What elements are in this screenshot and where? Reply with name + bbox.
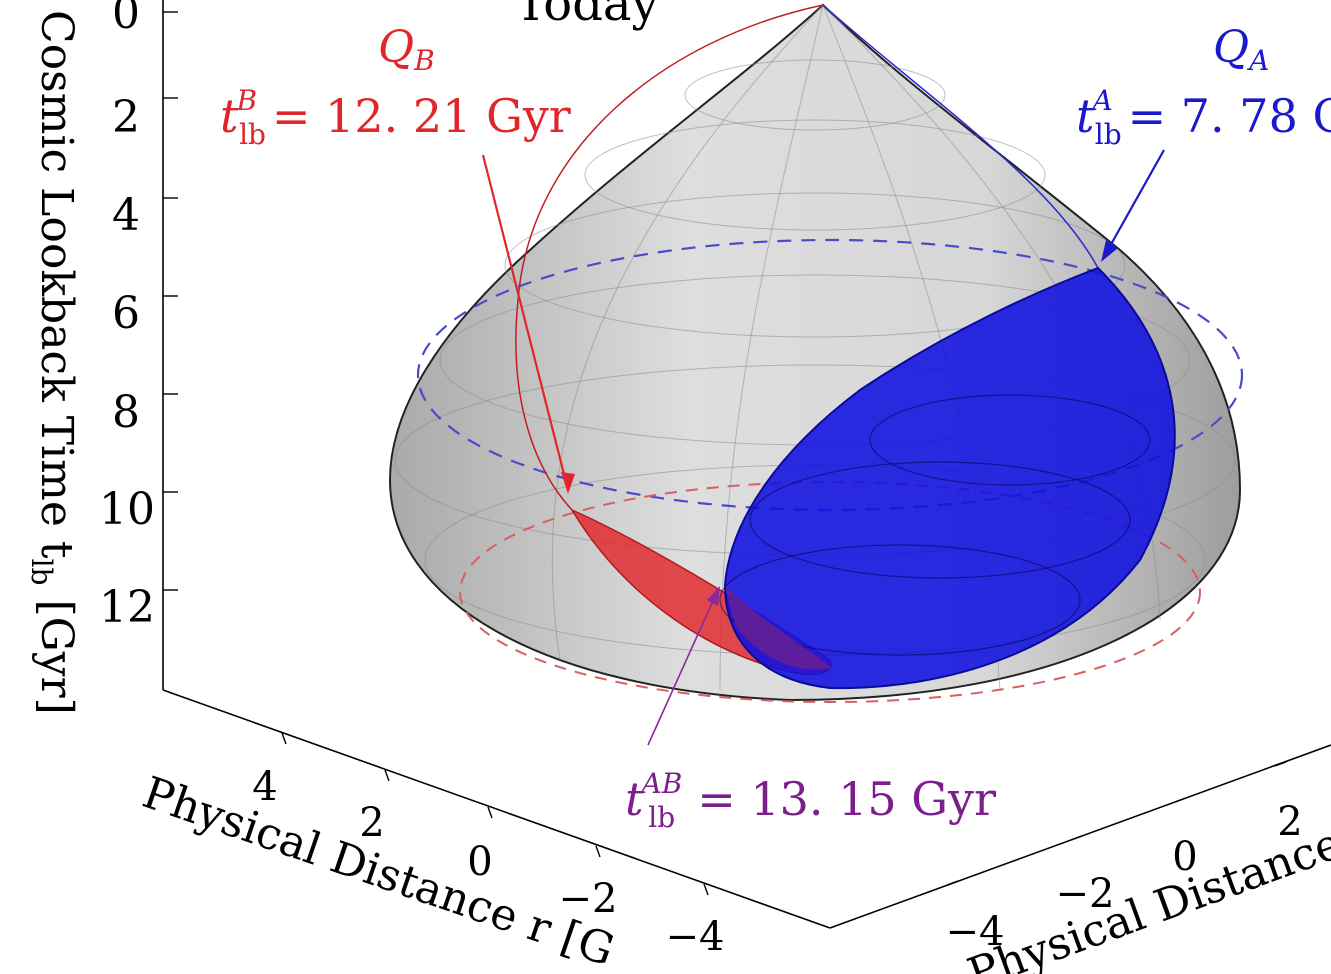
blue-intersection-region: [723, 266, 1176, 690]
annotation-arrows: [481, 149, 1165, 746]
tick-label: 0: [467, 839, 492, 885]
tick-label: −4: [666, 914, 725, 960]
annotation-t-ab: tAB lb = 13. 15 Gyr: [625, 767, 996, 834]
tick-label: 0: [1172, 834, 1197, 880]
tick-label: 12: [99, 582, 155, 633]
tick-label: −4: [946, 909, 1005, 955]
left-floor-ticks: [281, 732, 709, 896]
tick-label: 2: [359, 800, 384, 846]
svg-text:Cosmic Lookback Time tlb [Gyr]: Cosmic Lookback Time tlb [Gyr]: [25, 10, 82, 715]
tick-label: 2: [1277, 799, 1302, 845]
right-floor-ticks: [946, 761, 1287, 886]
left-floor-axis-label: Physical Distance r [G: [136, 767, 620, 974]
vertical-axis-label: Cosmic Lookback Time tlb [Gyr]: [25, 10, 82, 715]
tick-label: 2: [112, 92, 140, 143]
annotation-q-b: QB tB lb = 12. 21 Gyr: [220, 22, 571, 151]
chart-title: Today: [515, 0, 659, 32]
blue-region-grid: [719, 394, 1151, 656]
blue-past-lightcone-line: [822, 4, 1099, 269]
annotation-q-a: QA tA lb = 7. 78 G: [1076, 22, 1331, 151]
left-floor-tick-labels: 4 2 0 −2 −4: [252, 764, 724, 960]
svg-text:QA: QA: [1213, 22, 1269, 77]
tick-label: 0: [112, 0, 140, 39]
tick-label: −2: [559, 876, 618, 922]
vertical-ticks: [163, 11, 178, 591]
tick-label: 6: [112, 288, 140, 339]
tick-label: 10: [99, 484, 155, 535]
vertical-tick-labels: 0 2 4 6 8 10 12: [99, 0, 155, 633]
tick-label: −2: [1056, 871, 1115, 917]
right-floor-axis-label: Physical Distance r: [961, 806, 1331, 974]
tick-label: 4: [112, 190, 140, 241]
tick-label: 8: [112, 387, 140, 438]
overlap-region: [725, 585, 832, 670]
svg-text:QB: QB: [378, 22, 435, 77]
red-dashed-ring: [459, 481, 1201, 703]
right-floor-tick-labels: −4 −2 0 2: [946, 799, 1303, 955]
red-past-lightcone-line: [515, 4, 824, 511]
tick-label: 4: [252, 764, 277, 810]
